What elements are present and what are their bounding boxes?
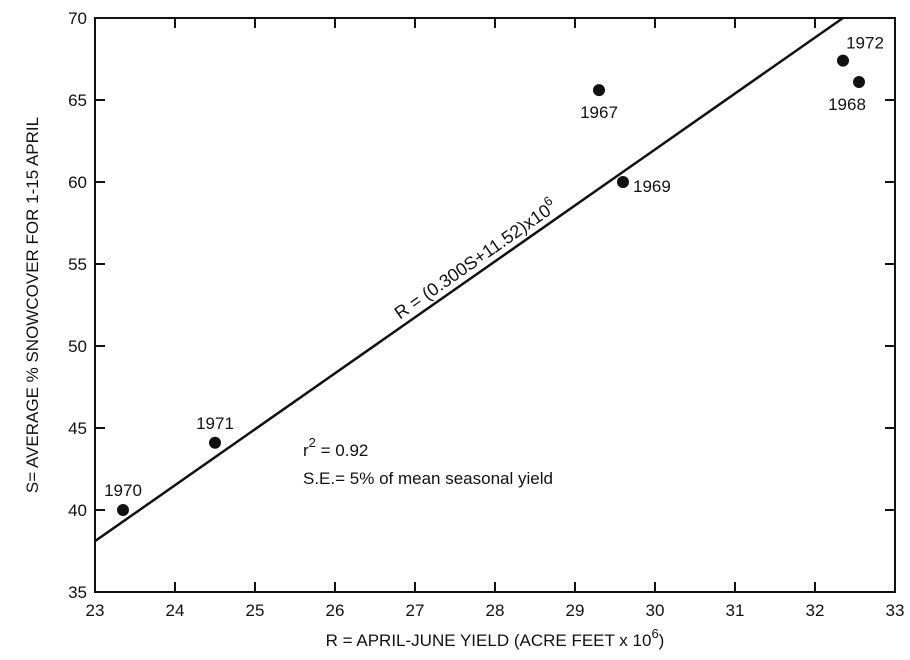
r-squared-annotation: r2 = 0.92 <box>303 435 368 460</box>
plot-frame <box>94 17 896 593</box>
r-squared-symbol: r <box>303 441 309 460</box>
point-label-1971: 1971 <box>196 414 234 433</box>
data-point-1969 <box>617 176 629 188</box>
data-point-1970 <box>117 504 129 516</box>
r-squared-value: = 0.92 <box>316 441 368 460</box>
y-tick-label: 70 <box>68 9 87 28</box>
data-point-1971 <box>209 436 221 449</box>
data-point-1972 <box>837 54 849 67</box>
x-tick-label: 32 <box>806 601 825 620</box>
y-axis-ticks: 35 40 45 50 55 60 65 70 <box>68 9 895 602</box>
y-tick-label: 55 <box>68 255 87 274</box>
y-tick-label: 65 <box>68 91 87 110</box>
standard-error-annotation: S.E.= 5% of mean seasonal yield <box>303 469 553 488</box>
point-label-1967: 1967 <box>580 103 618 122</box>
x-tick-label: 29 <box>566 601 585 620</box>
x-tick-label: 27 <box>406 601 425 620</box>
x-tick-label: 33 <box>886 601 905 620</box>
y-axis-title: S= AVERAGE % SNOWCOVER FOR 1-15 APRIL <box>23 117 42 493</box>
x-axis-ticks: 23 24 25 26 27 28 29 30 31 32 33 <box>86 18 905 620</box>
r-squared-exponent: 2 <box>309 435 316 450</box>
y-tick-label: 45 <box>68 419 87 438</box>
x-axis-title-text: R = APRIL-JUNE YIELD (ACRE FEET x 10 <box>326 631 652 650</box>
x-tick-label: 28 <box>486 601 505 620</box>
point-label-1968: 1968 <box>828 95 866 114</box>
y-tick-label: 50 <box>68 337 87 356</box>
data-point-1967 <box>593 84 605 97</box>
regression-equation: R = (0.300S+11.52)x106 <box>388 193 560 323</box>
x-tick-label: 24 <box>166 601 185 620</box>
data-points: 1970 1971 1967 1969 1972 1968 <box>104 34 884 516</box>
point-label-1969: 1969 <box>633 177 671 196</box>
x-axis-title: R = APRIL-JUNE YIELD (ACRE FEET x 106) <box>326 626 665 650</box>
x-tick-label: 30 <box>646 601 665 620</box>
x-axis-title-close: ) <box>659 631 665 650</box>
x-axis-title-exponent: 6 <box>651 626 658 641</box>
y-tick-label: 40 <box>68 501 87 520</box>
y-tick-label: 60 <box>68 173 87 192</box>
regression-line <box>94 16 844 543</box>
x-tick-label: 26 <box>326 601 345 620</box>
regression-equation-text: R = (0.300S+11.52)x10 <box>391 200 555 323</box>
x-tick-label: 31 <box>726 601 745 620</box>
x-tick-label: 23 <box>86 601 105 620</box>
data-point-1968 <box>853 75 865 88</box>
y-tick-label: 35 <box>68 583 87 602</box>
point-label-1970: 1970 <box>104 481 142 500</box>
point-label-1972: 1972 <box>846 34 884 53</box>
x-tick-label: 25 <box>246 601 265 620</box>
